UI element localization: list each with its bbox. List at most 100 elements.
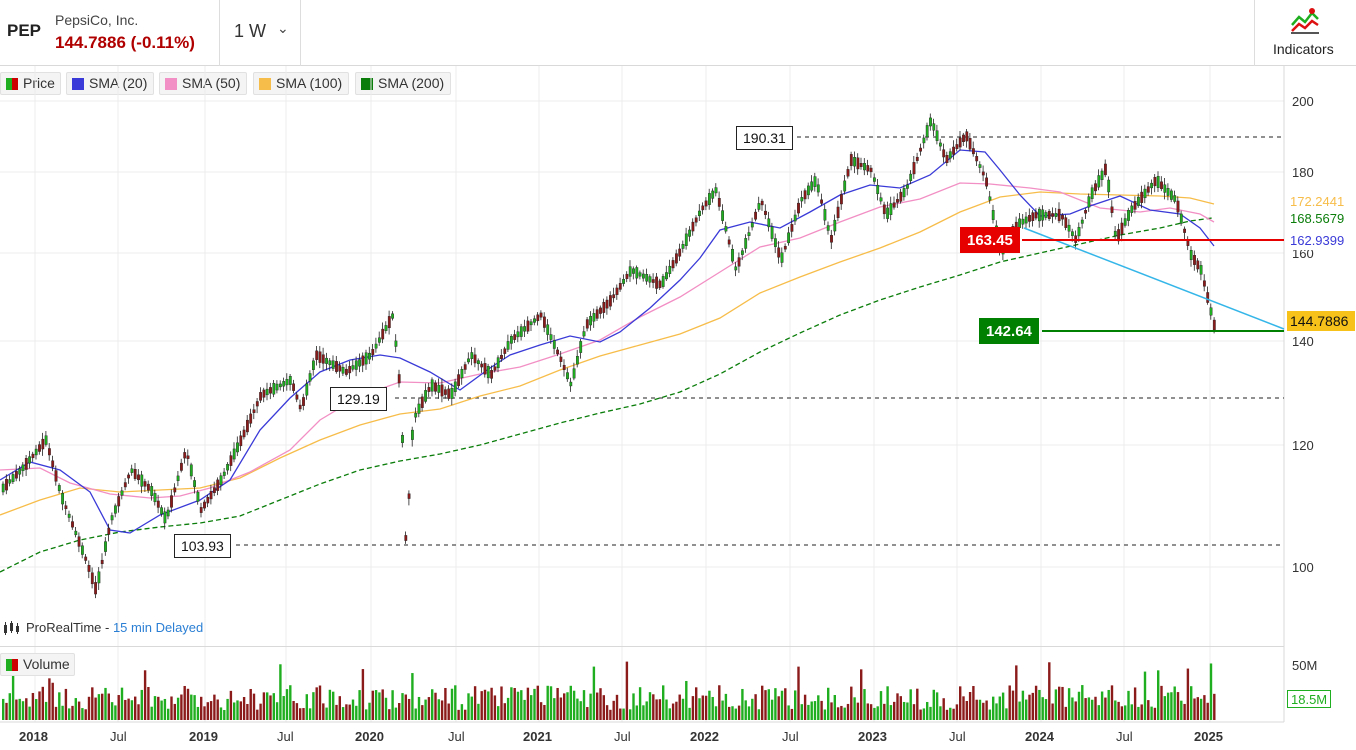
volume-bar [269, 695, 272, 720]
candle-body [1084, 210, 1088, 214]
volume-bar [823, 709, 827, 720]
volume-bar [582, 690, 586, 720]
volume-bar [998, 696, 1001, 720]
volume-bar [1031, 692, 1034, 720]
candle-body [754, 211, 758, 220]
volume-bar [520, 690, 523, 720]
volume-bar [117, 695, 120, 720]
candle-body [285, 379, 289, 386]
candle-body [645, 274, 649, 282]
volume-bar [662, 685, 665, 720]
timeframe-selector[interactable]: 1 W ⌄ [219, 0, 300, 66]
candle-body [490, 369, 493, 379]
volume-bar [206, 702, 209, 720]
price-chart[interactable] [0, 66, 1356, 750]
candle-body [480, 363, 484, 368]
volume-bar [929, 706, 932, 720]
volume-bar [906, 702, 909, 720]
volume-bar [1133, 687, 1137, 720]
volume-bar [384, 697, 388, 720]
volume-bar [1163, 696, 1166, 720]
legend-sma100[interactable]: SMA (100) [253, 72, 349, 95]
candle-body [962, 134, 965, 143]
legend-sma50[interactable]: SMA (50) [159, 72, 247, 95]
volume-bar [186, 688, 190, 720]
volume-bar [629, 709, 632, 720]
candle-body [1028, 215, 1031, 222]
volume-bar [695, 687, 698, 720]
candle-body [232, 448, 236, 460]
volume-bar [1180, 700, 1183, 720]
volume-bar [922, 708, 926, 720]
candle-body [856, 157, 860, 170]
volume-bar [572, 690, 576, 720]
sma200-swatch-icon [361, 78, 373, 90]
volume-bar [978, 699, 982, 720]
candle-body [717, 198, 721, 207]
legend-price[interactable]: Price [0, 72, 61, 95]
candle-body [503, 348, 507, 354]
indicators-button[interactable]: Indicators [1255, 0, 1356, 66]
candle-body [1176, 200, 1180, 213]
candle-body [516, 331, 520, 338]
volume-bar [1110, 685, 1114, 720]
volume-bar [137, 704, 140, 720]
candle-body [450, 388, 454, 399]
candle-body [127, 474, 131, 479]
volume-bar [388, 709, 391, 720]
volume-bar [94, 697, 97, 720]
candle-body [655, 276, 659, 289]
candle-body [886, 207, 890, 219]
candle-body [90, 572, 94, 585]
volume-bar [398, 703, 401, 720]
candle-body [407, 493, 411, 499]
legend-volume[interactable]: Volume [0, 653, 75, 676]
candle-body [968, 138, 972, 150]
candle-body [681, 244, 685, 249]
candle-body [869, 167, 873, 173]
volume-bar [1054, 689, 1058, 720]
volume-bar [546, 685, 549, 720]
price-change: 144.7886 (-0.11%) [55, 33, 195, 52]
candle-body [665, 272, 668, 280]
candle-body [638, 272, 642, 277]
sma100-swatch-icon [259, 78, 271, 90]
candle-body [245, 419, 249, 433]
volume-bar [622, 708, 625, 720]
candle-body [64, 505, 68, 510]
candle-body [955, 144, 959, 150]
candle-body [308, 373, 312, 382]
candle-body [5, 479, 8, 491]
candle-body [420, 396, 424, 408]
candle-body [84, 556, 88, 561]
flag-low: 103.93 [174, 534, 231, 558]
volume-bar [1137, 706, 1140, 720]
candle-body [727, 239, 731, 245]
volume-bar [790, 708, 794, 720]
candle-body [361, 355, 365, 366]
candle-body [216, 479, 220, 491]
candle-body [513, 334, 517, 340]
header-divider [219, 0, 220, 66]
candle-body [318, 351, 322, 363]
volume-bar [1203, 695, 1206, 720]
legend-sma200[interactable]: SMA (200) [355, 72, 451, 95]
candle-body [549, 334, 553, 340]
volume-bar [807, 704, 810, 720]
candle-body [612, 294, 616, 299]
candle-body [156, 500, 160, 508]
volume-bar [8, 693, 11, 720]
volume-bar [846, 703, 850, 720]
indicators-icon [1291, 8, 1319, 34]
candle-body [1212, 319, 1216, 331]
ticker-symbol: PEP [7, 21, 42, 40]
candle-body [562, 364, 566, 371]
volume-bar [962, 696, 965, 720]
volume-bar [473, 686, 477, 720]
candle-body [599, 307, 602, 314]
candle-body [414, 412, 418, 418]
candle-body [747, 232, 751, 236]
volume-bar [246, 703, 249, 720]
candle-body [925, 125, 929, 138]
volume-bar [704, 695, 708, 720]
